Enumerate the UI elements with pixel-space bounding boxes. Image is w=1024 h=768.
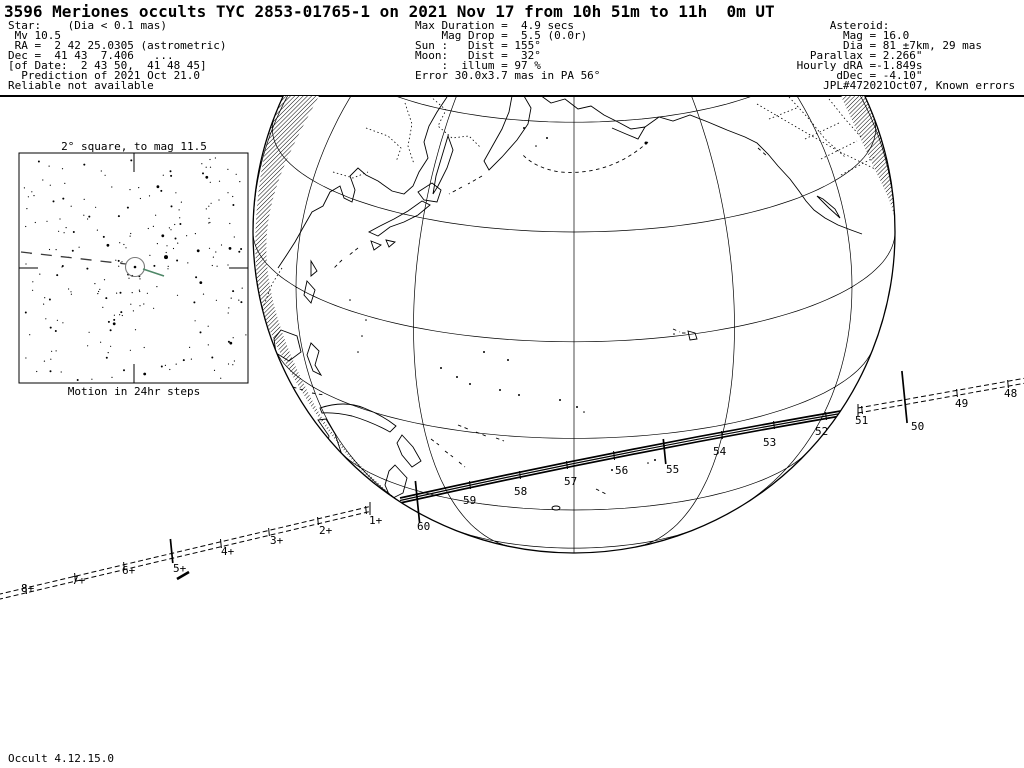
asteroid-info-block: Asteroid: Mag = 16.0 Dia = 81 ±7km, 29 m… — [796, 19, 1016, 92]
path-minute-tick — [721, 430, 723, 440]
path-minute-tick — [901, 370, 908, 424]
path-time-label: 60 — [417, 520, 430, 533]
path-minute-tick — [956, 388, 958, 398]
path-time-label: 7+ — [72, 574, 86, 587]
path-time-labels: 48 49 50 51 52 53 54 55 56 57 58 59 60 1+ 2+ 3+ 4+ 5+ 6+ 7+… — [21, 387, 1017, 595]
inset-caption: Motion in 24hr steps — [67, 385, 201, 398]
occultation-path-on-globe — [399, 407, 859, 504]
path-minute-tick — [169, 538, 174, 564]
path-minute-tick — [662, 438, 667, 465]
path-time-label: 1+ — [369, 514, 383, 527]
inset-border — [18, 152, 249, 384]
path-time-label: 49 — [955, 397, 968, 410]
path-time-label: 3+ — [270, 534, 284, 547]
coastlines — [259, 96, 876, 511]
path-minute-tick — [25, 584, 27, 595]
inset-star-field — [23, 157, 247, 381]
path-minute-tick — [74, 572, 76, 582]
path-time-label: 48 — [1004, 387, 1017, 400]
path-time-label: 5+ — [173, 562, 187, 575]
path-time-label: 54 — [713, 445, 727, 458]
globe-outline — [252, 96, 896, 554]
target-star-dot — [133, 265, 137, 269]
path-minute-tick — [220, 538, 222, 549]
occultation-path-post-dashed — [0, 502, 371, 600]
path-time-label: 55 — [666, 463, 679, 476]
path-time-label: 8+ — [21, 582, 35, 595]
software-version-label: Occult 4.12.15.0 — [8, 752, 114, 765]
path-minute-tick — [365, 505, 367, 515]
path-direction-arrow — [176, 570, 190, 581]
graticule-lines — [253, 96, 895, 553]
page-title: 3596 Meriones occults TYC 2853-01765-1 o… — [4, 2, 775, 21]
star-info-block: Star: (Dia < 0.1 mas) Mv 10.5 RA = 2 42 … — [8, 19, 227, 92]
path-time-label: 56 — [615, 464, 628, 477]
path-minute-tick — [317, 516, 319, 526]
path-minute-tick — [123, 561, 125, 571]
path-time-label: 59 — [463, 494, 476, 507]
occultation-path-pre-dashed — [857, 377, 1024, 416]
path-time-label: 2+ — [319, 524, 333, 537]
path-minute-tick — [414, 480, 421, 524]
path-minute-tick — [825, 411, 827, 421]
path-minute-tick — [861, 405, 863, 415]
path-minute-tick — [469, 480, 471, 490]
path-time-label: 50 — [911, 420, 924, 433]
path-time-label: 51 — [855, 414, 868, 427]
motion-vector — [142, 268, 165, 277]
event-info-block: Max Duration = 4.9 secs Mag Drop = 5.5 (… — [415, 19, 601, 82]
path-time-label: 6+ — [122, 564, 136, 577]
path-minute-tick — [519, 470, 521, 480]
path-time-label: 53 — [763, 436, 776, 449]
path-time-label: 52 — [815, 425, 828, 438]
inset-title: 2° square, to mag 11.5 — [61, 140, 207, 153]
asteroid-motion-trail — [20, 251, 127, 265]
path-time-label: 4+ — [221, 545, 235, 558]
path-minute-tick — [268, 527, 270, 537]
path-time-label: 58 — [514, 485, 527, 498]
path-time-ticks — [25, 370, 1009, 595]
path-minute-tick — [613, 450, 615, 461]
path-minute-tick — [566, 460, 568, 470]
inset-edge-ticks — [19, 153, 248, 383]
path-time-label: 57 — [564, 475, 577, 488]
twilight-hatch-right — [838, 96, 895, 216]
path-minute-tick — [773, 420, 775, 430]
path-minute-tick — [1007, 379, 1009, 389]
target-star-circle — [124, 256, 146, 278]
